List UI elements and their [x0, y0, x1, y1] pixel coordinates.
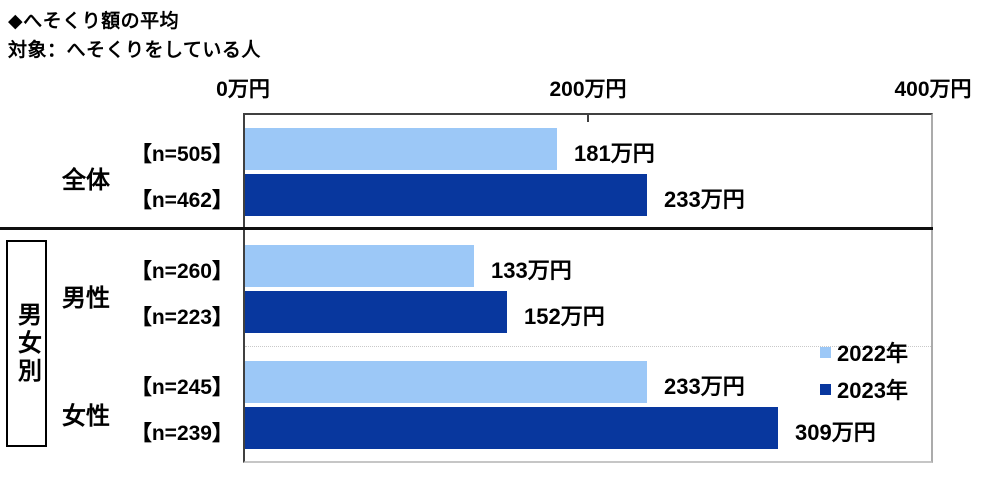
group-label-0: 全体 — [62, 167, 110, 194]
bar-女性-2023年 — [245, 407, 778, 449]
n-label-2-1: 【n=239】 — [130, 422, 233, 445]
chart-title: ◆へそくり額の平均 — [8, 11, 180, 32]
section-label-box: 男女別 — [6, 240, 47, 447]
n-label-1-1: 【n=223】 — [130, 306, 233, 329]
bar-男性-2022年 — [245, 245, 474, 287]
legend-label-2022年: 2022年 — [837, 341, 908, 366]
x-axis-tick-label-400: 400万円 — [894, 78, 972, 101]
legend-item-2022年: 2022年 — [820, 336, 908, 368]
bar-男性-2023年 — [245, 291, 507, 333]
value-label-0-1: 233万円 — [664, 187, 745, 212]
male-female-divider-dotted-line — [245, 346, 931, 347]
legend-swatch-2022年 — [820, 346, 831, 358]
value-label-2-1: 309万円 — [795, 420, 876, 445]
legend-item-2023年: 2023年 — [820, 373, 908, 405]
value-label-1-1: 152万円 — [524, 304, 605, 329]
chart-target-note: 対象：へそくりをしている人 — [8, 40, 261, 61]
plot-area — [243, 113, 933, 463]
value-label-1-0: 133万円 — [491, 258, 572, 283]
group-label-1: 男性 — [62, 285, 110, 312]
legend-label-2023年: 2023年 — [837, 378, 908, 403]
bar-全体-2022年 — [245, 128, 557, 170]
n-label-1-0: 【n=260】 — [130, 260, 233, 283]
section-divider-line — [0, 227, 933, 230]
value-label-2-0: 233万円 — [664, 374, 745, 399]
bar-女性-2022年 — [245, 361, 647, 403]
bar-全体-2023年 — [245, 174, 647, 216]
legend-swatch-2023年 — [820, 383, 831, 395]
n-label-0-1: 【n=462】 — [130, 189, 233, 212]
x-axis-tick-label-0: 0万円 — [216, 78, 270, 101]
x-axis-tick-label-200: 200万円 — [549, 78, 627, 101]
axis-tick-mark-200 — [587, 114, 589, 122]
value-label-0-0: 181万円 — [574, 141, 655, 166]
n-label-2-0: 【n=245】 — [130, 376, 233, 399]
group-label-2: 女性 — [62, 403, 110, 430]
n-label-0-0: 【n=505】 — [130, 143, 233, 166]
section-label: 男女別 — [13, 301, 41, 386]
